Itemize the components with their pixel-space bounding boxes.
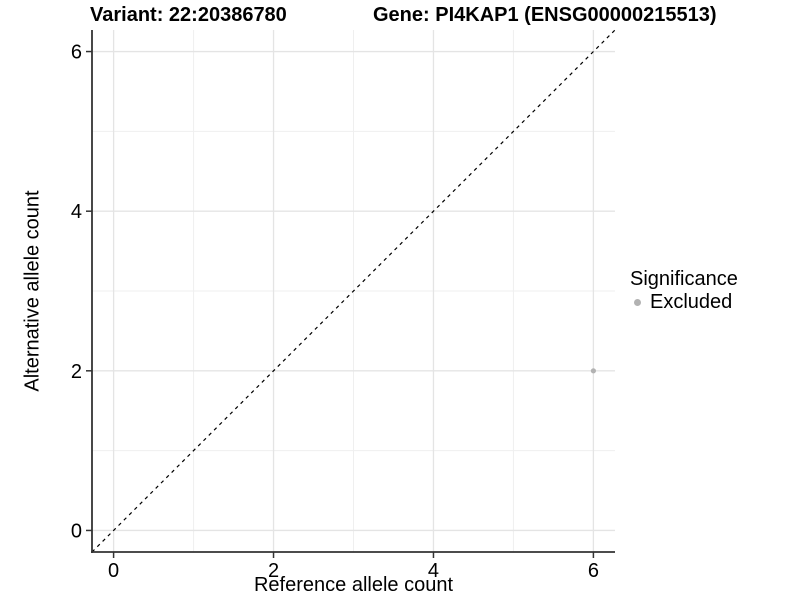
legend-item-excluded: Excluded	[628, 291, 738, 313]
y-tick-label: 4	[71, 201, 82, 223]
y-axis-title: Alternative allele count	[21, 190, 44, 392]
x-tick-label: 0	[108, 560, 119, 582]
y-tick-label: 6	[71, 42, 82, 64]
y-tick-label: 2	[71, 361, 82, 383]
legend-title: Significance	[630, 268, 738, 290]
legend: Significance Excluded	[628, 268, 738, 313]
plot-title-variant: Variant: 22:20386780	[90, 4, 287, 26]
x-tick-label: 4	[428, 560, 439, 582]
data-point	[590, 368, 597, 374]
x-tick-label: 2	[268, 560, 279, 582]
plot-title-gene: Gene: PI4KAP1 (ENSG00000215513)	[373, 4, 717, 26]
x-axis-title: Reference allele count	[253, 574, 453, 596]
identity-dashed-line	[91, 29, 616, 553]
x-tick-label: 6	[588, 560, 599, 582]
legend-item-label: Excluded	[650, 290, 733, 313]
y-tick-label: 0	[71, 520, 82, 542]
legend-point-icon	[634, 298, 641, 306]
